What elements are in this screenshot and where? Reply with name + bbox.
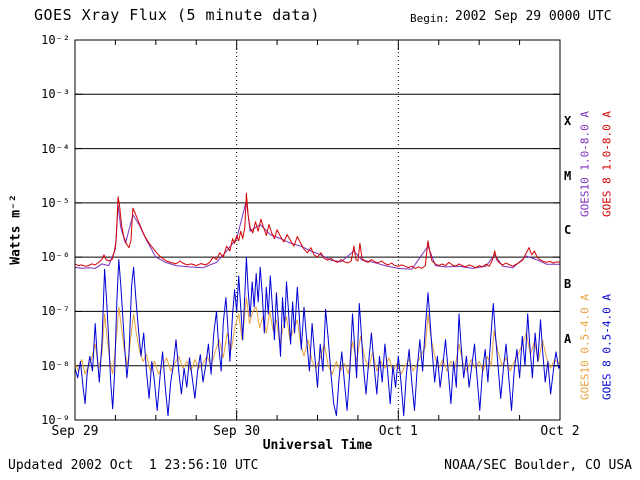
y-tick-label: 10⁻⁵ [41,195,70,210]
y-tick-label: 10⁻³ [41,87,70,102]
y-tick-label: 10⁻⁹ [41,413,70,427]
begin-label: Begin: [410,12,450,25]
y-tick-label: 10⁻² [41,33,70,47]
flux-class-x: X [564,114,572,129]
flux-class-a: A [564,331,572,346]
y-tick-label: 10⁻⁴ [41,141,70,156]
series-label: GOES10 0.5-4.0 A [578,294,592,400]
y-axis-title: Watts m⁻² [8,194,24,265]
flux-class-c: C [564,223,572,237]
updated-timestamp: Updated 2002 Oct 1 23:56:10 UTC [8,458,259,473]
series-goes-8-1-0-8-0-a [74,192,561,269]
series-goes10-1-0-8-0-a [74,200,560,270]
x-tick-label: Sep 29 [51,424,99,439]
chart-title: GOES Xray Flux (5 minute data) [34,6,320,24]
x-tick-label: Oct 1 [378,424,418,439]
series-label: GOES 8 0.5-4.0 A [600,294,614,400]
series-goes10-0-5-4-0-a [74,297,561,375]
series-goes-8-0-5-4-0-a [74,256,561,417]
y-tick-label: 10⁻⁷ [41,304,70,319]
y-tick-label: 10⁻⁶ [41,250,70,265]
series-label: GOES 8 1.0-8.0 A [600,111,614,217]
x-axis-title: Universal Time [262,438,373,453]
x-tick-label: Oct 2 [540,424,580,439]
series-label: GOES10 1.0-8.0 A [578,111,592,217]
flux-class-b: B [564,277,572,292]
y-tick-label: 10⁻⁸ [41,358,70,373]
begin-timestamp: 2002 Sep 29 0000 UTC [455,9,612,24]
x-tick-label: Sep 30 [213,424,261,439]
source-credit: NOAA/SEC Boulder, CO USA [444,458,632,473]
plot-frame [74,39,561,421]
flux-class-m: M [564,168,572,183]
